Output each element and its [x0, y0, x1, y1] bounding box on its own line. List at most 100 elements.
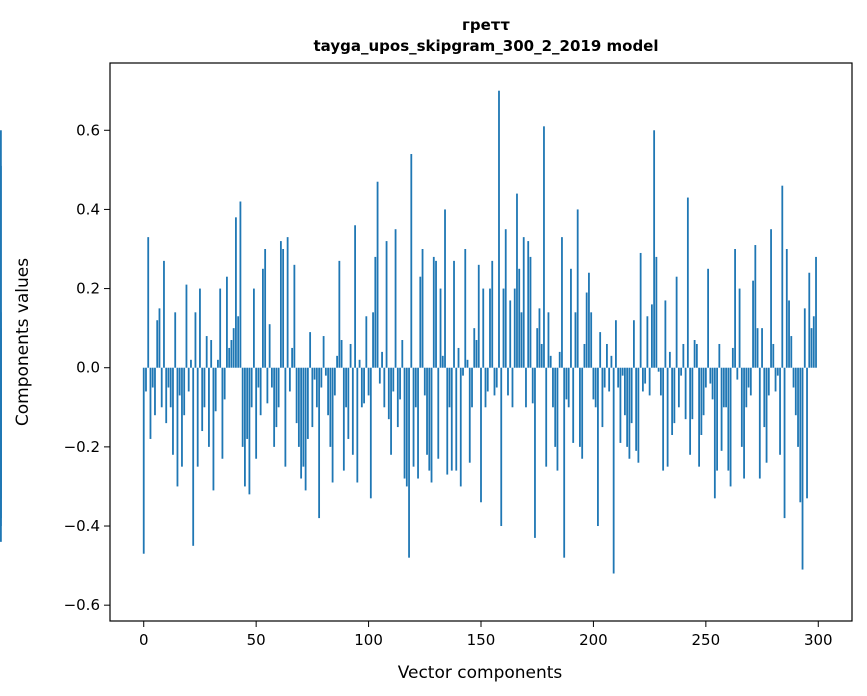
bar — [482, 288, 485, 368]
bar — [702, 367, 705, 416]
bar — [255, 367, 258, 459]
bar — [230, 340, 233, 368]
bar — [250, 367, 253, 408]
bar — [579, 367, 581, 447]
bar — [803, 308, 806, 368]
bar — [489, 288, 491, 368]
bar — [466, 359, 469, 368]
x-tick-label: 250 — [692, 631, 721, 649]
x-axis-ticks: 0 50 100 150 200 250 300 — [139, 621, 833, 649]
bar — [601, 367, 604, 428]
bar — [320, 367, 323, 388]
bar — [729, 367, 732, 487]
bar — [639, 252, 642, 368]
bar — [383, 367, 386, 408]
bar — [462, 367, 464, 376]
bar — [185, 284, 188, 368]
chart-subtitle: tayga_upos_skipgram_300_2_2019 model — [314, 37, 659, 55]
bar — [650, 304, 653, 368]
bar — [167, 367, 170, 388]
bar — [758, 367, 761, 479]
bar — [235, 217, 237, 368]
bar — [475, 340, 478, 368]
bar — [779, 367, 781, 455]
bar — [520, 312, 523, 368]
bar — [295, 367, 298, 424]
bar — [279, 241, 282, 368]
bar — [635, 367, 638, 451]
bar — [621, 367, 624, 376]
bar — [808, 272, 811, 368]
bar — [671, 367, 674, 435]
bar — [176, 367, 179, 487]
bar — [374, 256, 377, 368]
y-axis-ticks: −0.6 −0.4 −0.2 0.0 0.2 0.4 0.6 — [64, 121, 110, 614]
bar — [327, 367, 329, 416]
bar — [549, 355, 552, 368]
bar — [257, 367, 260, 388]
bar — [372, 312, 374, 368]
bar — [500, 367, 503, 527]
y-tick-label: −0.4 — [64, 517, 100, 535]
bar — [812, 316, 815, 368]
bar — [727, 367, 730, 471]
bar — [318, 367, 321, 519]
bar — [738, 288, 741, 368]
y-tick-label: 0.0 — [76, 359, 100, 377]
bar — [0, 130, 2, 368]
bar — [756, 328, 759, 368]
bar — [401, 340, 404, 368]
bar — [709, 367, 712, 384]
bar — [513, 288, 516, 368]
bar — [536, 328, 539, 368]
bar — [300, 367, 303, 479]
bar — [675, 276, 678, 368]
bar — [761, 328, 763, 368]
bar — [264, 249, 267, 368]
bar — [662, 367, 665, 471]
bar — [190, 359, 192, 368]
bar — [378, 367, 381, 384]
bar — [417, 367, 419, 479]
y-tick-label: −0.2 — [64, 438, 100, 456]
bar — [244, 367, 246, 487]
bar — [286, 237, 289, 368]
bar — [212, 367, 215, 491]
bar — [181, 367, 183, 467]
bar — [637, 367, 640, 463]
bar — [711, 367, 714, 400]
bar — [430, 367, 433, 483]
plot-frame — [109, 62, 853, 622]
bar — [426, 367, 428, 455]
bar — [561, 237, 563, 368]
bar — [248, 367, 251, 495]
bar — [666, 367, 669, 467]
bar — [745, 367, 748, 408]
bar — [522, 237, 525, 368]
bar — [641, 367, 644, 392]
x-tick-label: 100 — [354, 631, 383, 649]
bar — [509, 300, 512, 368]
bar — [700, 367, 703, 435]
bar — [390, 367, 392, 455]
bar — [576, 209, 579, 368]
bar — [444, 209, 446, 368]
bar — [477, 264, 480, 368]
x-tick-label: 300 — [804, 631, 833, 649]
bar — [504, 229, 507, 368]
bar — [363, 367, 365, 404]
bar — [498, 90, 500, 368]
bar — [237, 316, 240, 368]
bar — [534, 367, 536, 538]
bar — [262, 268, 264, 368]
bar — [187, 367, 190, 392]
bar — [367, 367, 370, 396]
bar — [450, 367, 453, 471]
bar — [570, 268, 572, 368]
bar — [754, 245, 757, 368]
bar — [345, 367, 347, 408]
bar — [172, 367, 174, 455]
bar — [284, 367, 287, 467]
bar — [588, 272, 590, 368]
bar — [282, 249, 285, 368]
